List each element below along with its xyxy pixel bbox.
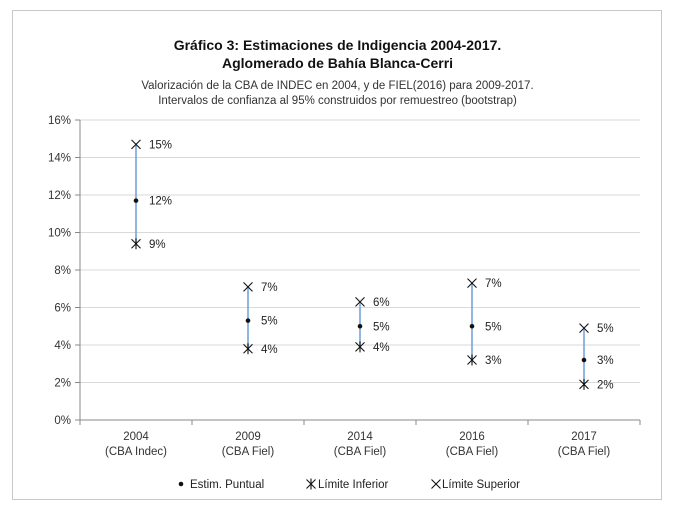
y-tick-label: 4% [54, 340, 71, 352]
lower-limit-marker [579, 378, 589, 390]
x-tick-label-basket: (CBA Fiel) [334, 446, 387, 458]
y-tick-label: 6% [54, 303, 71, 315]
chart-title-line2: Aglomerado de Bahía Blanca-Cerri [221, 55, 454, 71]
y-tick-label: 14% [48, 153, 71, 165]
point-estimate-marker [133, 198, 139, 203]
point-estimate-marker [357, 323, 363, 329]
lower-limit-marker [355, 341, 365, 353]
point-estimate-label: 12% [149, 196, 172, 208]
point-estimate-marker [245, 318, 251, 323]
upper-limit-marker [579, 323, 589, 334]
lower-limit-label: 4% [373, 342, 390, 354]
legend-lower-label: Límite Inferior [318, 479, 388, 491]
legend-lower-marker [306, 478, 316, 490]
lower-limit-label: 9% [149, 239, 166, 251]
chart-subtitle-line2: Intervalos de confianza al 95% construid… [158, 95, 517, 107]
legend-upper-marker [431, 479, 441, 489]
x-tick-label-year: 2004 [123, 431, 149, 443]
legend-point-label: Estim. Puntual [190, 479, 264, 491]
upper-limit-label: 7% [485, 278, 502, 290]
lower-limit-marker [467, 354, 477, 366]
x-tick-label-basket: (CBA Fiel) [558, 446, 611, 458]
point-estimate-marker [469, 323, 475, 329]
chart-title: Gráfico 3: Estimaciones de Indigencia 20… [173, 37, 502, 53]
x-tick-label-year: 2009 [235, 431, 261, 443]
y-tick-label: 0% [54, 415, 71, 427]
point-estimate-marker [581, 357, 587, 363]
point-estimate-label: 5% [261, 316, 278, 328]
x-tick-label-year: 2017 [571, 431, 597, 443]
y-tick-label: 16% [48, 115, 71, 127]
upper-limit-label: 5% [597, 323, 614, 335]
y-tick-label: 2% [54, 378, 71, 390]
lower-limit-marker [243, 343, 253, 355]
y-tick-label: 10% [48, 228, 71, 240]
point-estimate-label: 5% [373, 321, 390, 333]
point-estimate-label: 3% [597, 355, 614, 367]
upper-limit-label: 7% [261, 282, 278, 294]
upper-limit-label: 15% [149, 139, 172, 151]
x-tick-label-basket: (CBA Fiel) [222, 446, 275, 458]
upper-limit-marker [355, 296, 365, 307]
legend-upper-label: Límite Superior [442, 479, 520, 491]
x-tick-label-basket: (CBA Fiel) [446, 446, 499, 458]
lower-limit-marker [131, 238, 141, 250]
lower-limit-label: 4% [261, 344, 278, 356]
upper-limit-label: 6% [373, 297, 390, 309]
y-tick-label: 12% [48, 190, 71, 202]
lower-limit-label: 2% [597, 379, 614, 391]
x-tick-label-year: 2016 [459, 431, 485, 443]
point-estimate-label: 5% [485, 321, 502, 333]
upper-limit-marker [467, 278, 477, 289]
x-tick-label-year: 2014 [347, 431, 373, 443]
upper-limit-marker [131, 139, 141, 150]
y-tick-label: 8% [54, 265, 71, 277]
x-tick-label-basket: (CBA Indec) [105, 446, 167, 458]
legend-point-marker [178, 481, 184, 487]
chart-frame [12, 10, 662, 500]
lower-limit-label: 3% [485, 355, 502, 367]
chart-subtitle-line1: Valorización de la CBA de INDEC en 2004,… [141, 80, 534, 92]
upper-limit-marker [243, 281, 253, 292]
